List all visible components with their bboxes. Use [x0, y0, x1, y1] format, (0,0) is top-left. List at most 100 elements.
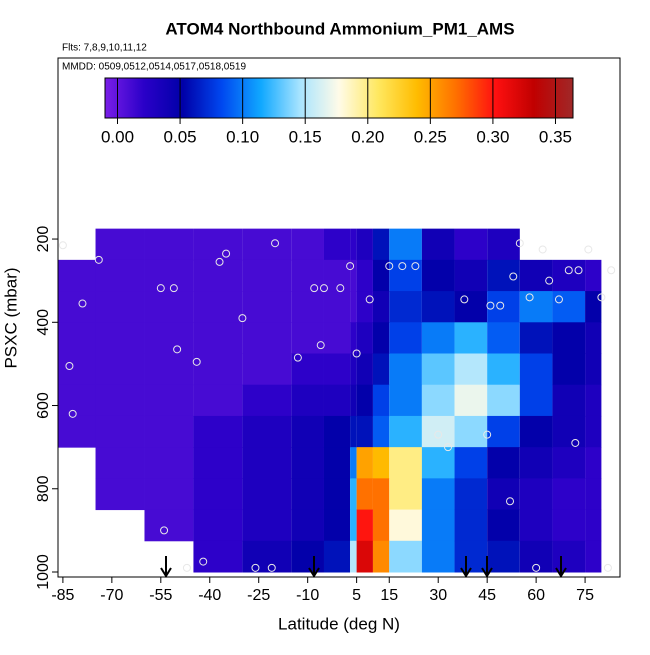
heat-cell — [585, 291, 602, 323]
sample-point — [538, 245, 547, 254]
plot-frame — [57, 57, 621, 578]
heat-cell — [242, 259, 292, 292]
heat-cell — [552, 259, 586, 292]
heat-cell — [552, 447, 586, 479]
heat-cell — [421, 353, 455, 386]
subtitle: Flts: 7,8,9,10,11,12 — [62, 43, 147, 54]
heat-cell — [350, 415, 357, 448]
heat-cell — [144, 447, 194, 479]
heat-cell — [372, 540, 390, 573]
heat-cell — [356, 228, 373, 261]
sample-point — [336, 284, 345, 293]
sample-point — [316, 341, 325, 350]
heat-cell — [291, 540, 324, 573]
sample-point — [251, 563, 260, 572]
heat-cell — [58, 415, 98, 448]
heat-cell — [323, 415, 351, 448]
heat-cell — [519, 259, 553, 292]
heat-cell — [291, 447, 324, 479]
heat-cell — [454, 447, 488, 479]
heat-cell — [95, 478, 145, 511]
heat-cell — [552, 540, 586, 573]
heat-cell — [58, 384, 98, 417]
heat-cell — [242, 447, 292, 479]
heat-cell — [95, 384, 145, 417]
sample-point — [483, 430, 492, 439]
heat-cell — [323, 322, 351, 355]
x-tick-label: 75 — [576, 587, 594, 604]
arrow-head — [308, 567, 320, 578]
sample-point — [238, 314, 247, 323]
heat-cell — [193, 415, 243, 448]
heat-cell — [519, 478, 553, 511]
heat-cell — [350, 259, 357, 292]
colorbar-tick-label: 0.30 — [476, 127, 509, 146]
heat-cell — [323, 384, 351, 417]
heat-cell — [421, 478, 455, 511]
heat-cell — [585, 478, 602, 511]
x-axis-label: Latitude (deg N) — [278, 614, 400, 633]
heat-cell — [144, 384, 194, 417]
sample-point — [182, 563, 191, 572]
heat-cell — [95, 322, 145, 355]
heat-cell — [519, 322, 553, 355]
sample-point — [271, 239, 280, 248]
colorbar-tick-label: 0.00 — [101, 127, 134, 146]
colorbar-tick-label: 0.20 — [351, 127, 384, 146]
heat-cell — [242, 353, 292, 386]
colorbar-tick-label: 0.10 — [226, 127, 259, 146]
sample-point — [460, 295, 469, 304]
heat-cell — [356, 384, 373, 417]
heat-cell — [193, 478, 243, 511]
heat-cell — [58, 259, 98, 292]
heat-cell — [144, 509, 194, 542]
heat-cell — [389, 447, 422, 479]
sample-point — [607, 266, 616, 275]
heat-cell — [421, 415, 455, 448]
sample-point — [571, 438, 580, 447]
heat-cell — [356, 447, 373, 479]
heat-cell — [193, 322, 243, 355]
y-tick-label: 1000 — [35, 554, 52, 590]
heat-cell — [350, 322, 357, 355]
heat-cell — [350, 447, 357, 479]
heat-cell — [323, 478, 351, 511]
heat-cell — [350, 353, 357, 386]
arrow-head — [481, 567, 493, 578]
heat-cell — [585, 415, 602, 448]
heat-cell — [389, 415, 422, 448]
sample-point — [156, 284, 165, 293]
heat-cell — [291, 509, 324, 542]
heat-cell — [552, 415, 586, 448]
heat-cell — [585, 540, 602, 573]
heat-cell — [487, 509, 520, 542]
heat-cell — [421, 291, 455, 323]
sample-point — [169, 284, 178, 293]
heat-cell — [454, 415, 488, 448]
heat-cell — [421, 447, 455, 479]
heat-cell — [454, 259, 488, 292]
sample-point — [173, 345, 182, 354]
heat-cell — [356, 509, 373, 542]
heat-cell — [144, 322, 194, 355]
heat-cell — [389, 540, 422, 573]
heat-cell — [454, 228, 488, 261]
heat-cell — [193, 509, 243, 542]
heat-cell — [454, 322, 488, 355]
sample-point — [365, 295, 374, 304]
sample-point — [496, 301, 505, 310]
x-tick-label: -25 — [247, 587, 270, 604]
heat-cell — [389, 478, 422, 511]
y-axis-label: PSXC (mbar) — [1, 267, 20, 368]
heat-cell — [323, 540, 351, 573]
sample-point — [310, 284, 319, 293]
heat-cell — [350, 384, 357, 417]
sample-point — [398, 262, 407, 271]
heat-cell — [372, 509, 390, 542]
heat-cell — [291, 478, 324, 511]
x-tick-label: 5 — [352, 587, 361, 604]
heat-cell — [585, 384, 602, 417]
heat-cell — [356, 322, 373, 355]
heat-cell — [552, 478, 586, 511]
heat-cell — [519, 540, 553, 573]
